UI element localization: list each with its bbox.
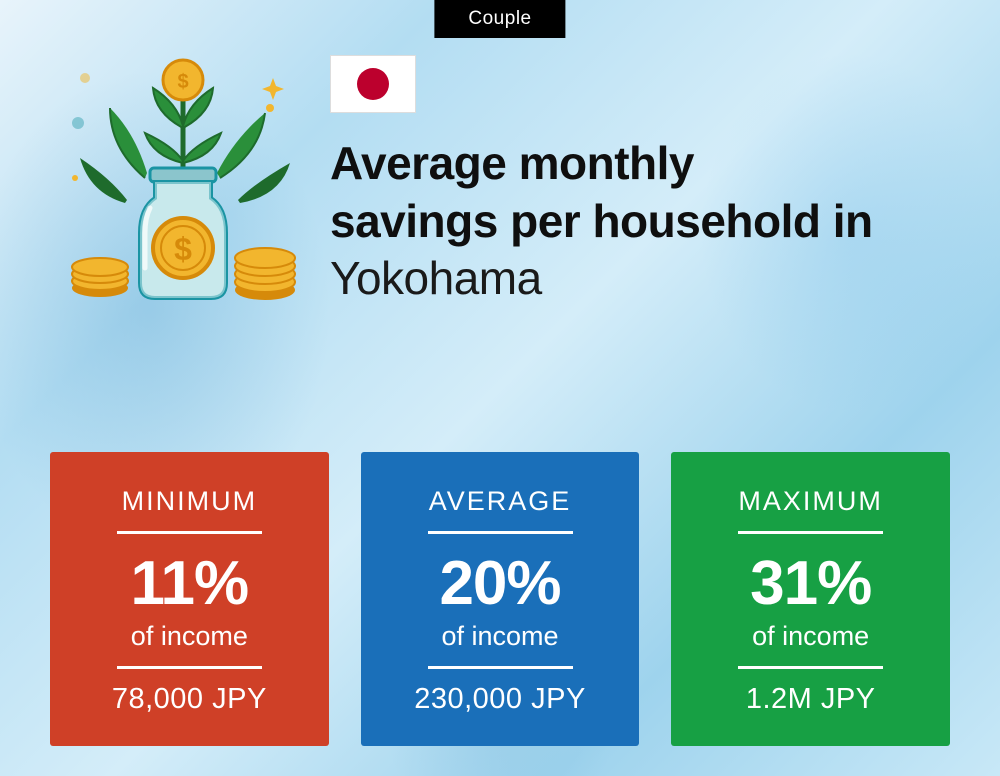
title-city: Yokohama	[330, 252, 542, 304]
svg-text:$: $	[174, 231, 192, 267]
card-amount: 1.2M JPY	[691, 683, 930, 716]
card-percent: 11%	[70, 548, 309, 619]
divider	[738, 531, 883, 534]
card-amount: 230,000 JPY	[381, 683, 620, 716]
page-title: Average monthly savings per household in…	[330, 135, 960, 308]
card-label: MINIMUM	[70, 486, 309, 517]
title-line1: Average monthly	[330, 137, 694, 189]
divider	[428, 531, 573, 534]
divider	[117, 531, 262, 534]
card-amount: 78,000 JPY	[70, 683, 309, 716]
card-sub: of income	[691, 621, 930, 652]
card-sub: of income	[381, 621, 620, 652]
title-line2: savings per household in	[330, 195, 873, 247]
card-label: AVERAGE	[381, 486, 620, 517]
card-percent: 31%	[691, 548, 930, 619]
category-badge: Couple	[434, 0, 565, 38]
card-percent: 20%	[381, 548, 620, 619]
card-minimum: MINIMUM 11% of income 78,000 JPY	[50, 452, 329, 746]
card-average: AVERAGE 20% of income 230,000 JPY	[361, 452, 640, 746]
savings-jar-illustration: $ $	[55, 48, 310, 308]
card-label: MAXIMUM	[691, 486, 930, 517]
divider	[738, 666, 883, 669]
stat-cards: MINIMUM 11% of income 78,000 JPY AVERAGE…	[50, 452, 950, 746]
card-maximum: MAXIMUM 31% of income 1.2M JPY	[671, 452, 950, 746]
divider	[428, 666, 573, 669]
japan-flag-icon	[330, 55, 416, 113]
card-sub: of income	[70, 621, 309, 652]
divider	[117, 666, 262, 669]
header: Average monthly savings per household in…	[330, 55, 960, 308]
flag-circle	[357, 68, 389, 100]
svg-text:$: $	[177, 71, 188, 93]
